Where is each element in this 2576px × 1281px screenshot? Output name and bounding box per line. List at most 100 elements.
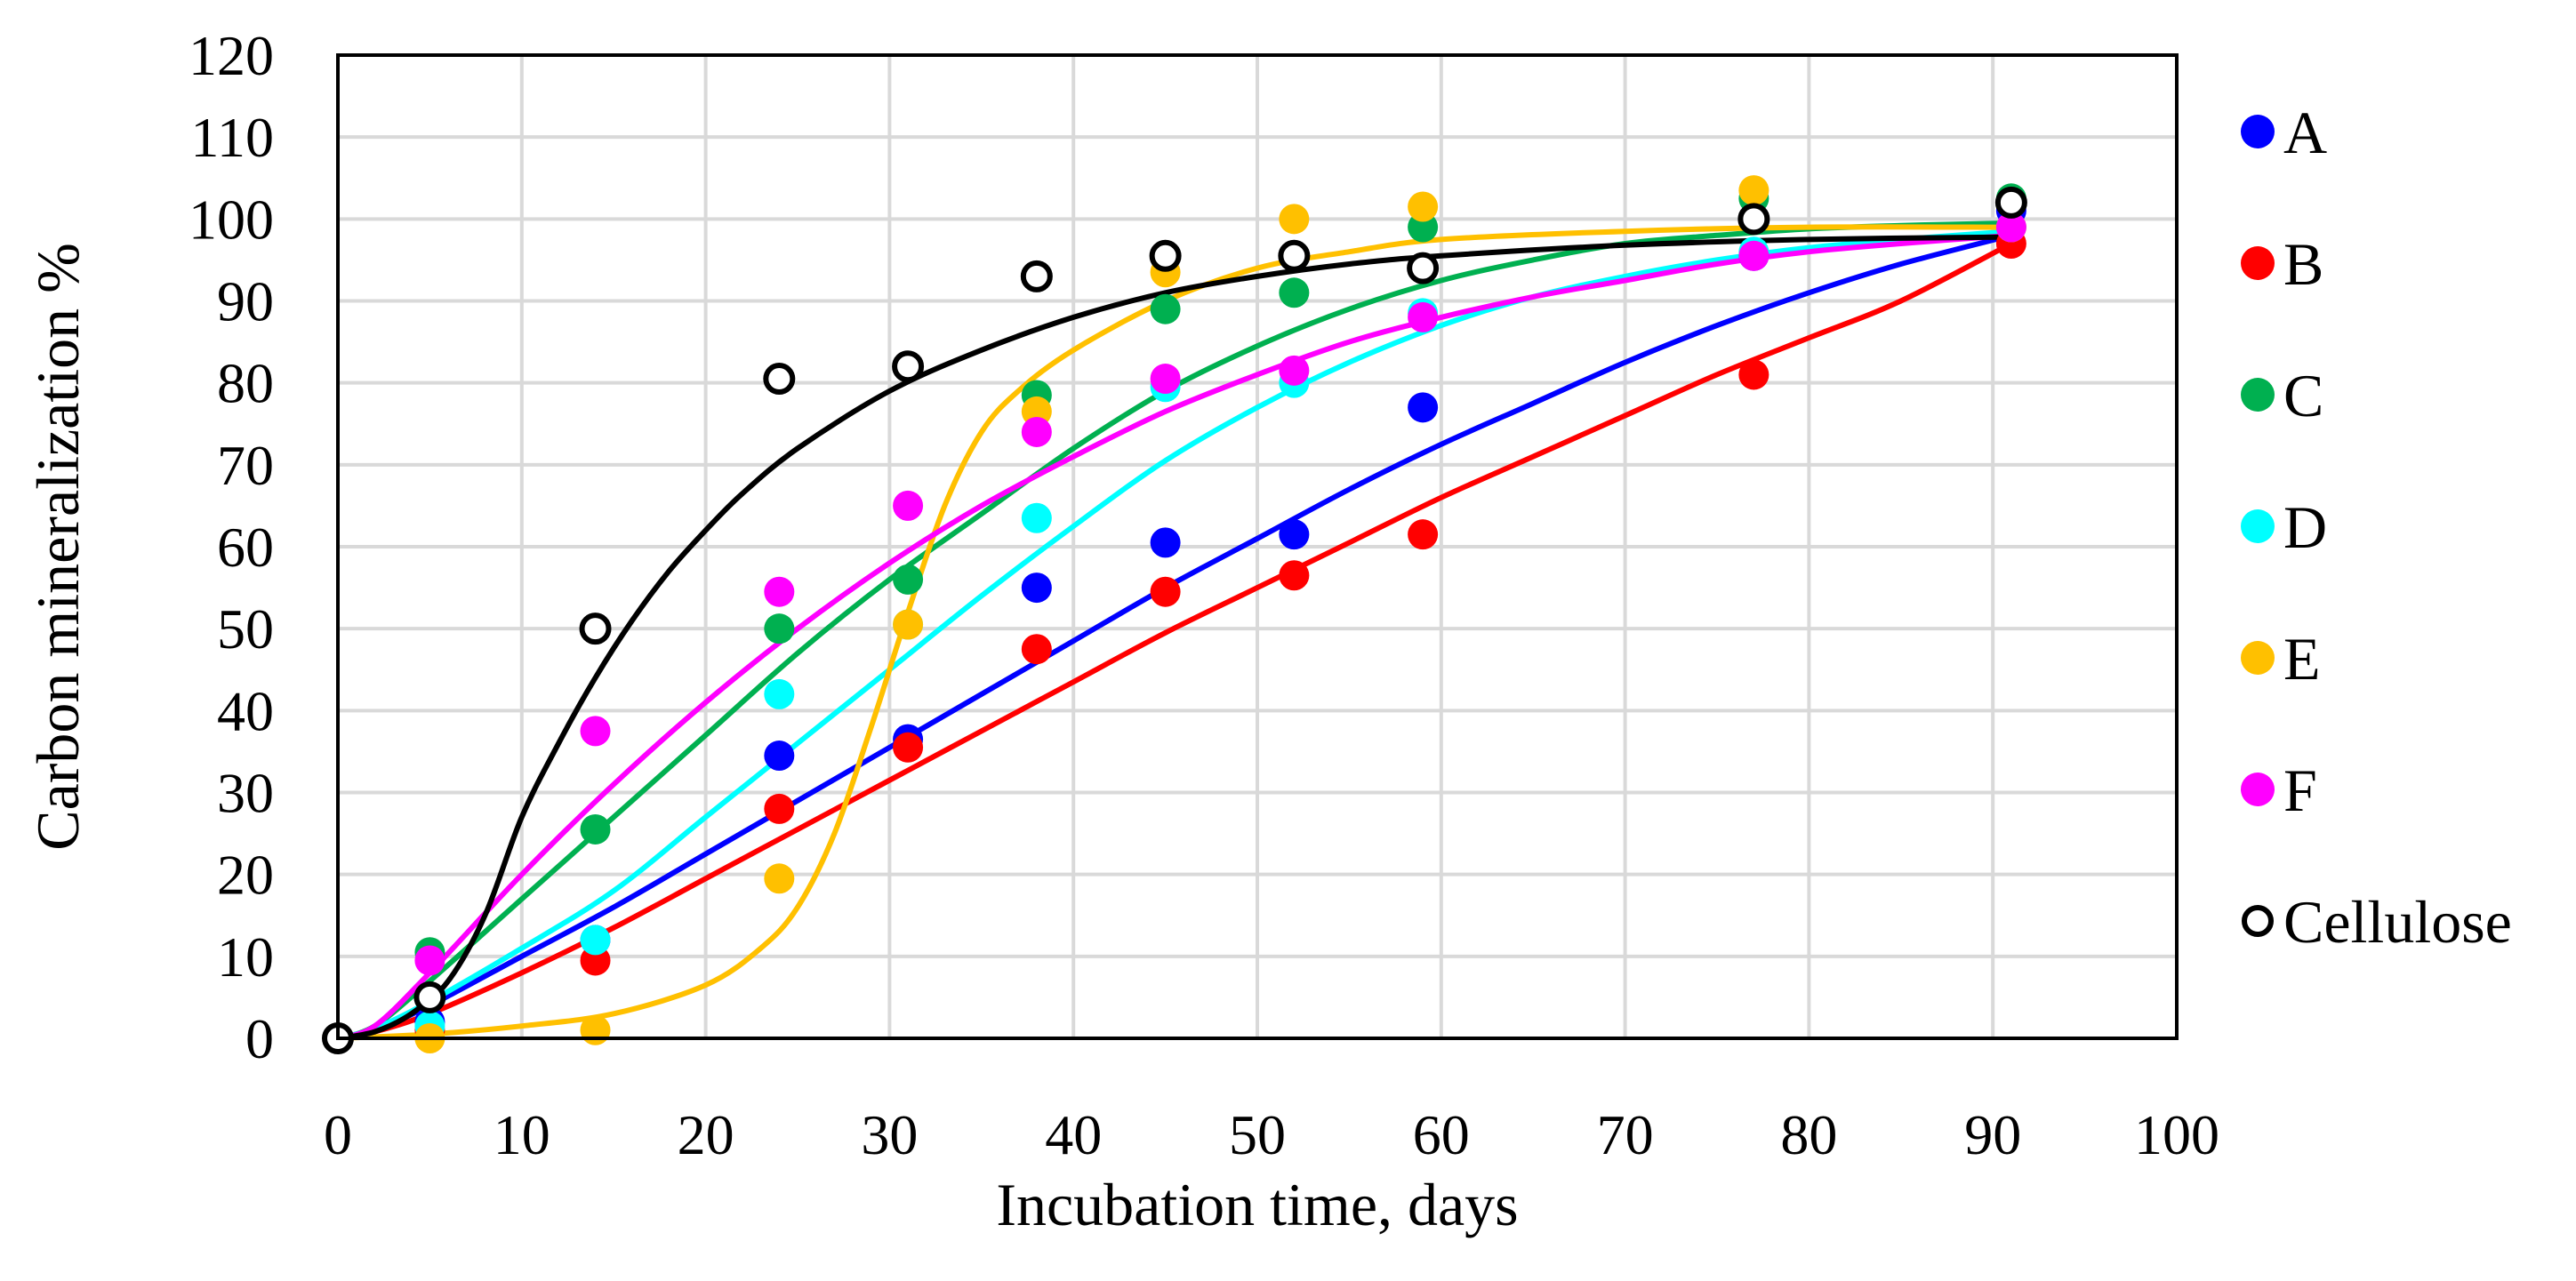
point-a-day-45 (1150, 527, 1181, 558)
x-tick-label-60: 60 (1413, 1103, 1470, 1166)
point-cellulose-day-59 (1407, 252, 1440, 284)
y-tick-label-120: 120 (189, 24, 274, 87)
point-d-day-24 (764, 678, 795, 709)
point-f-day-24 (764, 576, 795, 607)
y-tick-label-40: 40 (217, 679, 274, 742)
point-c-day-45 (1150, 293, 1181, 324)
point-cellulose-day-14 (579, 612, 612, 645)
legend-label-e: E (2283, 625, 2321, 693)
point-cellulose-day-77 (1737, 203, 1770, 236)
point-f-day-38 (1021, 416, 1052, 447)
point-cellulose-day-24 (763, 363, 796, 396)
y-tick-label-90: 90 (217, 270, 274, 333)
point-a-day-52 (1279, 519, 1310, 550)
y-axis-title: Carbon mineralization % (24, 243, 92, 851)
fit-curve-b (337, 241, 2013, 1041)
point-e-day-14 (580, 1014, 611, 1045)
x-tick-label-100: 100 (2134, 1103, 2219, 1166)
point-f-day-59 (1408, 301, 1439, 332)
legend-marker-d (2241, 509, 2275, 543)
legend-label-a: A (2283, 99, 2327, 166)
plot-frame (336, 53, 2179, 1040)
legend-label-c: C (2283, 362, 2323, 429)
point-b-day-52 (1279, 560, 1310, 591)
legend-marker-f (2241, 773, 2275, 806)
fit-curve-e (337, 224, 2011, 1041)
legend-marker-a (2241, 115, 2275, 148)
point-cellulose-day-38 (1020, 260, 1053, 292)
legend-marker-e (2241, 641, 2275, 675)
point-f-day-52 (1279, 355, 1310, 386)
point-f-day-31 (893, 490, 924, 521)
fit-curve-d (337, 228, 2012, 1041)
x-tick-label-0: 0 (324, 1103, 352, 1166)
data-points (322, 175, 2027, 1054)
y-tick-label-50: 50 (217, 597, 274, 661)
fit-curve-cellulose (337, 234, 2011, 1041)
point-b-day-77 (1738, 359, 1769, 390)
point-f-day-45 (1150, 364, 1181, 395)
y-tick-label-110: 110 (190, 106, 274, 169)
point-cellulose-day-52 (1278, 239, 1311, 272)
point-e-day-24 (764, 863, 795, 894)
point-e-day-31 (893, 609, 924, 640)
y-tick-label-10: 10 (217, 925, 274, 989)
x-axis-ticks: 0 10 20 30 40 50 60 70 80 90 100 (324, 1103, 2219, 1166)
point-c-day-24 (764, 613, 795, 645)
point-b-day-24 (764, 793, 795, 824)
y-tick-label-60: 60 (217, 516, 274, 579)
point-f-day-5 (414, 945, 445, 976)
point-a-day-59 (1408, 392, 1439, 423)
point-f-day-14 (580, 716, 611, 747)
x-tick-label-70: 70 (1597, 1103, 1654, 1166)
point-e-day-77 (1738, 175, 1769, 206)
point-b-day-38 (1021, 634, 1052, 665)
point-cellulose-day-45 (1149, 239, 1182, 272)
legend-marker-c (2241, 378, 2275, 412)
y-tick-label-80: 80 (217, 352, 274, 415)
point-f-day-77 (1738, 240, 1769, 271)
point-d-day-38 (1021, 502, 1052, 533)
point-e-day-52 (1279, 204, 1310, 235)
point-cellulose-day-5 (413, 981, 446, 1013)
point-cellulose-day-31 (892, 350, 925, 383)
legend-marker-cellulose (2242, 905, 2274, 937)
legend-label-cellulose: Cellulose (2283, 888, 2512, 956)
x-axis-title: Incubation time, days (996, 1171, 1518, 1238)
x-tick-label-80: 80 (1780, 1103, 1837, 1166)
y-tick-label-30: 30 (217, 762, 274, 825)
point-c-day-31 (893, 564, 924, 595)
point-c-day-52 (1279, 277, 1310, 308)
point-e-day-59 (1408, 191, 1439, 222)
point-b-day-45 (1150, 576, 1181, 607)
point-a-day-38 (1021, 572, 1052, 604)
point-cellulose-day-91 (1994, 186, 2027, 219)
y-tick-label-20: 20 (217, 844, 274, 907)
point-b-day-31 (893, 732, 924, 763)
x-tick-label-40: 40 (1045, 1103, 1102, 1166)
point-b-day-59 (1408, 519, 1439, 550)
y-tick-label-70: 70 (217, 434, 274, 497)
x-tick-label-20: 20 (678, 1103, 734, 1166)
y-tick-label-100: 100 (189, 188, 274, 251)
y-tick-label-0: 0 (245, 1007, 274, 1070)
fit-curve-f (337, 232, 2012, 1041)
point-d-day-14 (580, 925, 611, 956)
fit-curve-c (337, 220, 2011, 1041)
x-tick-label-30: 30 (861, 1103, 918, 1166)
point-a-day-24 (764, 741, 795, 772)
fit-curve-a (337, 232, 2012, 1041)
y-axis-ticks: 0 10 20 30 40 50 60 70 80 90 100 110 120 (189, 24, 274, 1070)
point-c-day-14 (580, 813, 611, 845)
legend-label-f: F (2283, 757, 2317, 824)
legend-marker-b (2241, 246, 2275, 280)
x-tick-label-90: 90 (1964, 1103, 2021, 1166)
legend-label-d: D (2283, 493, 2327, 561)
point-f-day-91 (1995, 212, 2026, 243)
x-tick-label-10: 10 (494, 1103, 550, 1166)
legend-label-b: B (2283, 230, 2323, 298)
x-tick-label-50: 50 (1229, 1103, 1286, 1166)
fit-curves (337, 220, 2013, 1041)
